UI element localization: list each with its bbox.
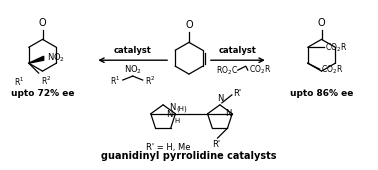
Text: R$^2$: R$^2$ [41, 75, 51, 88]
Text: upto 72% ee: upto 72% ee [11, 89, 74, 98]
Text: CO$_2$R: CO$_2$R [325, 41, 347, 54]
Text: N: N [166, 110, 172, 119]
Text: CO$_2$R: CO$_2$R [249, 64, 271, 76]
Text: O: O [318, 19, 325, 28]
Text: R$^2$: R$^2$ [145, 75, 155, 87]
Text: catalyst: catalyst [114, 46, 152, 55]
Text: R': R' [212, 140, 221, 149]
Text: R': R' [233, 89, 241, 98]
Text: upto 86% ee: upto 86% ee [290, 89, 353, 98]
Text: R$^1$: R$^1$ [14, 76, 24, 88]
Text: catalyst: catalyst [219, 46, 257, 55]
Text: guanidinyl pyrrolidine catalysts: guanidinyl pyrrolidine catalysts [101, 151, 277, 161]
Text: CO$_2$R: CO$_2$R [321, 64, 343, 76]
Text: R' = H, Me: R' = H, Me [146, 142, 191, 151]
Text: RO$_2$C: RO$_2$C [216, 64, 238, 77]
Text: H: H [175, 118, 180, 124]
Text: N: N [217, 94, 223, 103]
Text: NO$_2$: NO$_2$ [124, 63, 142, 76]
Polygon shape [29, 56, 44, 63]
Text: R$^1$: R$^1$ [110, 75, 121, 87]
Text: O: O [39, 19, 46, 28]
Text: O: O [185, 20, 193, 30]
Text: (H): (H) [177, 106, 187, 112]
Text: N: N [225, 109, 231, 118]
Text: NO$_2$: NO$_2$ [46, 52, 65, 64]
Text: N: N [169, 103, 176, 112]
